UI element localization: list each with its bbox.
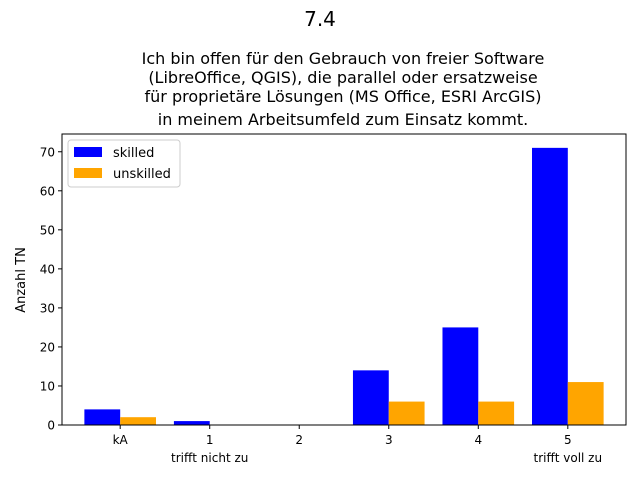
chart-title-line-3: für proprietäre Lösungen (MS Office, ESR… bbox=[145, 87, 542, 106]
x-tick-sublabel-5: trifft voll zu bbox=[534, 451, 603, 465]
legend-label-unskilled: unskilled bbox=[113, 167, 171, 182]
x-tick-label-2: 2 bbox=[295, 433, 303, 447]
chart-title-line-1: Ich bin offen für den Gebrauch von freie… bbox=[142, 49, 545, 68]
bar-skilled-3 bbox=[352, 370, 389, 425]
chart-suptitle: 7.4 bbox=[304, 7, 336, 31]
y-tick-label-70: 70 bbox=[40, 145, 55, 159]
bar-skilled-5 bbox=[532, 147, 568, 425]
bar-unskilled-5 bbox=[567, 382, 604, 425]
chart-title-line-4: in meinem Arbeitsumfeld zum Einsatz komm… bbox=[158, 110, 529, 129]
y-tick-label-40: 40 bbox=[40, 262, 55, 276]
legend-label-skilled: skilled bbox=[113, 146, 154, 161]
y-tick-label-60: 60 bbox=[40, 184, 55, 198]
y-tick-label-10: 10 bbox=[40, 379, 55, 393]
y-tick-label-0: 0 bbox=[47, 419, 55, 433]
legend-swatch-skilled bbox=[74, 147, 102, 157]
x-tick-label-5: 5 bbox=[564, 433, 572, 447]
y-axis-label: Anzahl TN bbox=[14, 247, 29, 313]
x-tick-label-4: 4 bbox=[474, 433, 482, 447]
bar-skilled-1 bbox=[173, 421, 210, 425]
y-tick-label-50: 50 bbox=[40, 223, 55, 237]
x-tick-sublabel-1: trifft nicht zu bbox=[171, 451, 248, 465]
bar-skilled-kA bbox=[84, 409, 121, 425]
plot-frame bbox=[61, 133, 627, 426]
bar-unskilled-4 bbox=[478, 401, 515, 425]
y-tick-label-30: 30 bbox=[40, 301, 55, 315]
x-axis-ticks: kA 1 trifft nicht zu 2 3 4 5 trifft voll zu bbox=[113, 425, 603, 465]
bar-unskilled-3 bbox=[388, 401, 425, 425]
y-tick-label-20: 20 bbox=[40, 340, 55, 354]
chart-title-line-2: (LibreOffice, QGIS), die parallel oder e… bbox=[148, 68, 537, 87]
bars-layer bbox=[84, 147, 604, 425]
x-tick-label-1: 1 bbox=[206, 433, 214, 447]
bar-unskilled-kA bbox=[120, 417, 156, 425]
chart-title: Ich bin offen für den Gebrauch von freie… bbox=[142, 49, 545, 129]
x-tick-label-3: 3 bbox=[385, 433, 393, 447]
legend-swatch-unskilled bbox=[74, 168, 102, 178]
bar-skilled-4 bbox=[442, 327, 479, 425]
y-axis-ticks: 0 10 20 30 40 50 60 70 bbox=[40, 145, 62, 433]
legend: skilled unskilled bbox=[67, 139, 181, 188]
x-tick-label-kA: kA bbox=[113, 433, 129, 447]
